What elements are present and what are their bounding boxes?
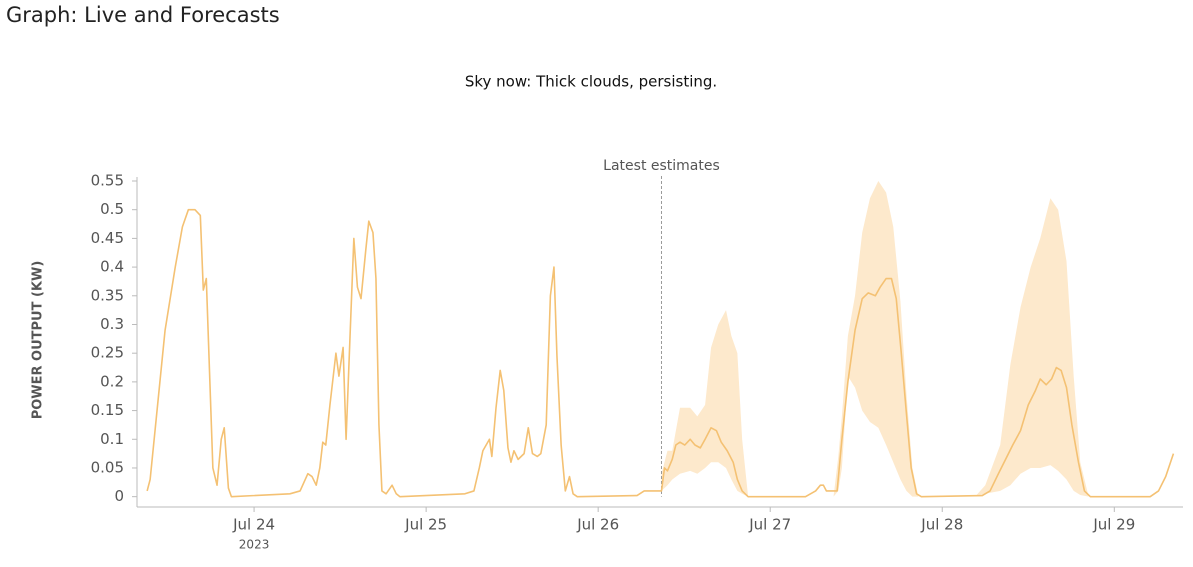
annotation-label: Latest estimates [603, 158, 720, 174]
y-tick-label: 0.05 [91, 458, 124, 476]
x-tick-label: Jul 26 [576, 516, 619, 534]
y-tick-label: 0.15 [91, 401, 124, 419]
x-tick-label: Jul 29 [1092, 516, 1135, 534]
forecast-band [661, 181, 1089, 497]
x-tick-label: Jul 24 [232, 516, 275, 534]
y-tick-label: 0.4 [100, 258, 124, 276]
y-tick-label: 0.45 [91, 229, 124, 247]
y-tick-label: 0.2 [100, 372, 124, 390]
y-axis-label: POWER OUTPUT (KW) [31, 261, 46, 420]
chart-subtitle: Sky now: Thick clouds, persisting. [465, 73, 717, 91]
y-tick-label: 0.5 [100, 200, 124, 218]
x-tick-label: Jul 25 [404, 516, 447, 534]
y-tick-label: 0.3 [100, 315, 124, 333]
y-tick-label: 0.35 [91, 286, 124, 304]
power-line [146, 208, 1175, 498]
y-tick-label: 0.1 [100, 430, 124, 448]
y-tick-label: 0.25 [91, 344, 124, 362]
x-tick-label: Jul 27 [748, 516, 791, 534]
x-tick-sublabel: 2023 [239, 538, 270, 552]
chart-title: Graph: Live and Forecasts [6, 3, 280, 27]
y-tick-label: 0 [114, 487, 124, 505]
y-tick-label: 0.55 [91, 172, 124, 190]
x-tick-label: Jul 28 [920, 516, 963, 534]
